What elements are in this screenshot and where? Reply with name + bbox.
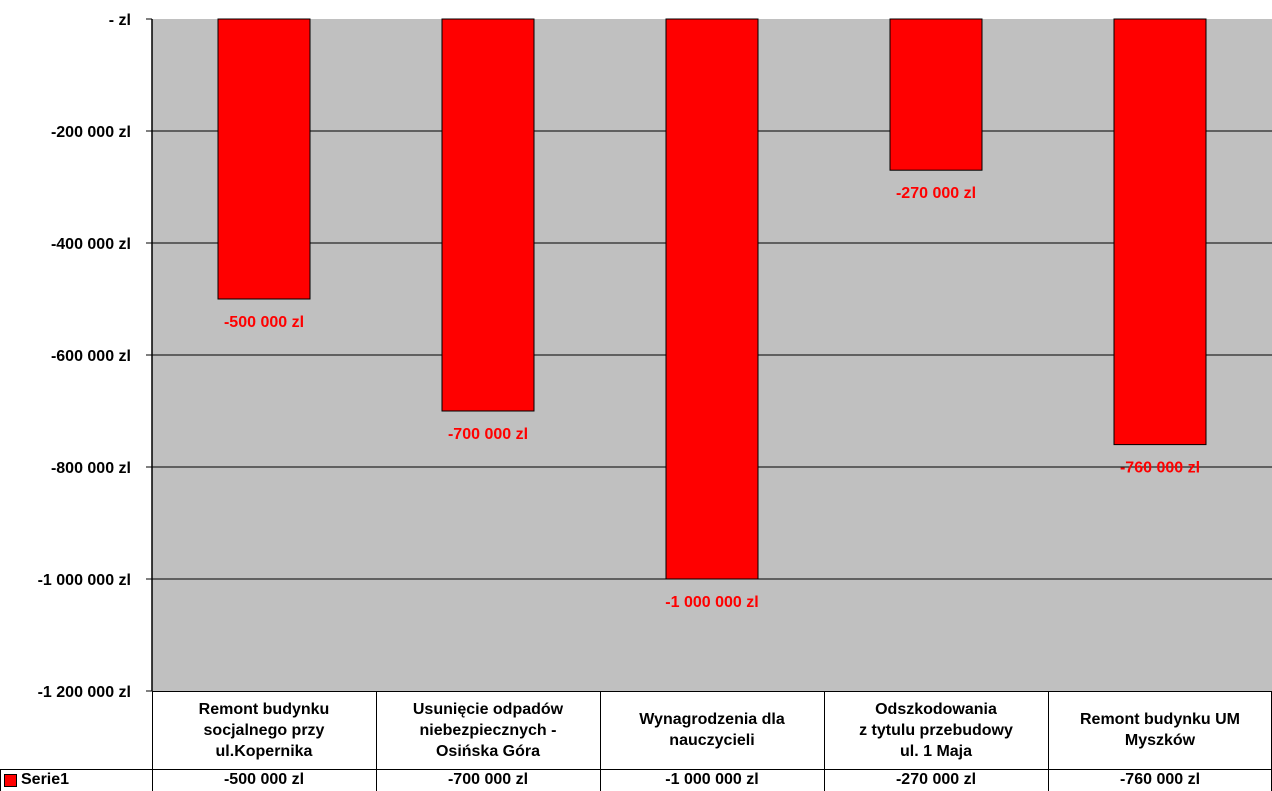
y-tick-label: -1 200 000 zl <box>38 684 131 701</box>
category-label: Wynagrodzenia dla nauczycieli <box>600 691 824 769</box>
category-label-text: Usunięcie odpadów niebezpiecznych - Osińsk… <box>413 699 563 762</box>
table-divider <box>824 691 825 791</box>
category-label: Remont budynku UM Myszków <box>1048 691 1272 769</box>
legend-entry: Serie1 <box>0 769 152 791</box>
y-tick-label: -200 000 zl <box>51 124 131 141</box>
data-label: -270 000 zl <box>896 185 976 202</box>
table-divider <box>152 691 153 791</box>
category-label: Odszkodowania z tytulu przebudowy ul. 1 Ma… <box>824 691 1048 769</box>
category-label: Usunięcie odpadów niebezpiecznych - Osińsk… <box>376 691 600 769</box>
category-label-text: Remont budynku UM Myszków <box>1080 709 1240 751</box>
table-rule <box>152 691 1272 692</box>
table-rule <box>0 769 1272 770</box>
legend-label: Serie1 <box>21 771 70 788</box>
y-tick-label: -600 000 zl <box>51 348 131 365</box>
legend-swatch <box>4 774 17 787</box>
table-divider <box>1048 691 1049 791</box>
data-label: -500 000 zl <box>224 314 304 331</box>
table-divider <box>600 691 601 791</box>
y-tick-label: -800 000 zl <box>51 460 131 477</box>
category-label-line: ul.Kopernika <box>215 742 313 760</box>
table-value: -270 000 zl <box>895 771 977 788</box>
category-label-line: z tytulu przebudowy <box>859 721 1013 739</box>
category-label-line: Myszków <box>1124 732 1196 749</box>
data-labels: -500 000 zl -700 000 zl -1 000 000 zl -270 … <box>224 185 1200 611</box>
category-label-line: Odszkodowania <box>875 700 997 718</box>
bar <box>441 18 535 412</box>
table-value: -760 000 zl <box>1119 771 1201 788</box>
data-label: -700 000 zl <box>448 426 528 443</box>
category-label-line: Osińska Góra <box>435 742 541 760</box>
category-label-line: Remont budynku UM <box>1080 711 1240 728</box>
y-tick-label: -1 000 000 zl <box>38 572 131 589</box>
y-axis: - zl -200 000 zl -400 000 zl -600 000 zl -80… <box>38 12 153 701</box>
bar <box>217 18 311 300</box>
bar <box>1113 18 1207 446</box>
data-label: -760 000 zl <box>1120 460 1200 477</box>
category-label-line: Wynagrodzenia dla <box>639 711 785 728</box>
category-label-line: Usunięcie odpadów <box>412 700 564 718</box>
table-value: -1 000 000 zl <box>665 771 759 788</box>
category-label-line: Remont budynku <box>198 700 330 718</box>
category-label-text: Wynagrodzenia dla nauczycieli <box>639 709 785 751</box>
bar-series <box>217 18 1207 580</box>
table-value: -500 000 zl <box>223 771 305 788</box>
table-divider <box>0 769 1 791</box>
category-label-text: Odszkodowania z tytulu przebudowy ul. 1 Ma… <box>859 699 1013 762</box>
y-tick-label: - zl <box>109 12 131 29</box>
category-label-line: ul. 1 Maja <box>899 742 973 760</box>
category-label-line: socjalnego przy <box>203 721 325 739</box>
table-value: -700 000 zl <box>447 771 529 788</box>
bar <box>889 18 983 171</box>
category-label-line: niebezpiecznych - <box>419 721 557 739</box>
category-label: Remont budynku socjalnego przy ul.Kopernik… <box>152 691 376 769</box>
data-label: -1 000 000 zl <box>665 594 758 611</box>
table-divider <box>376 691 377 791</box>
category-label-line: nauczycieli <box>669 732 755 749</box>
y-tick-label: -400 000 zl <box>51 236 131 253</box>
bar <box>665 18 759 580</box>
category-label-text: Remont budynku socjalnego przy ul.Kopernik… <box>199 699 330 762</box>
